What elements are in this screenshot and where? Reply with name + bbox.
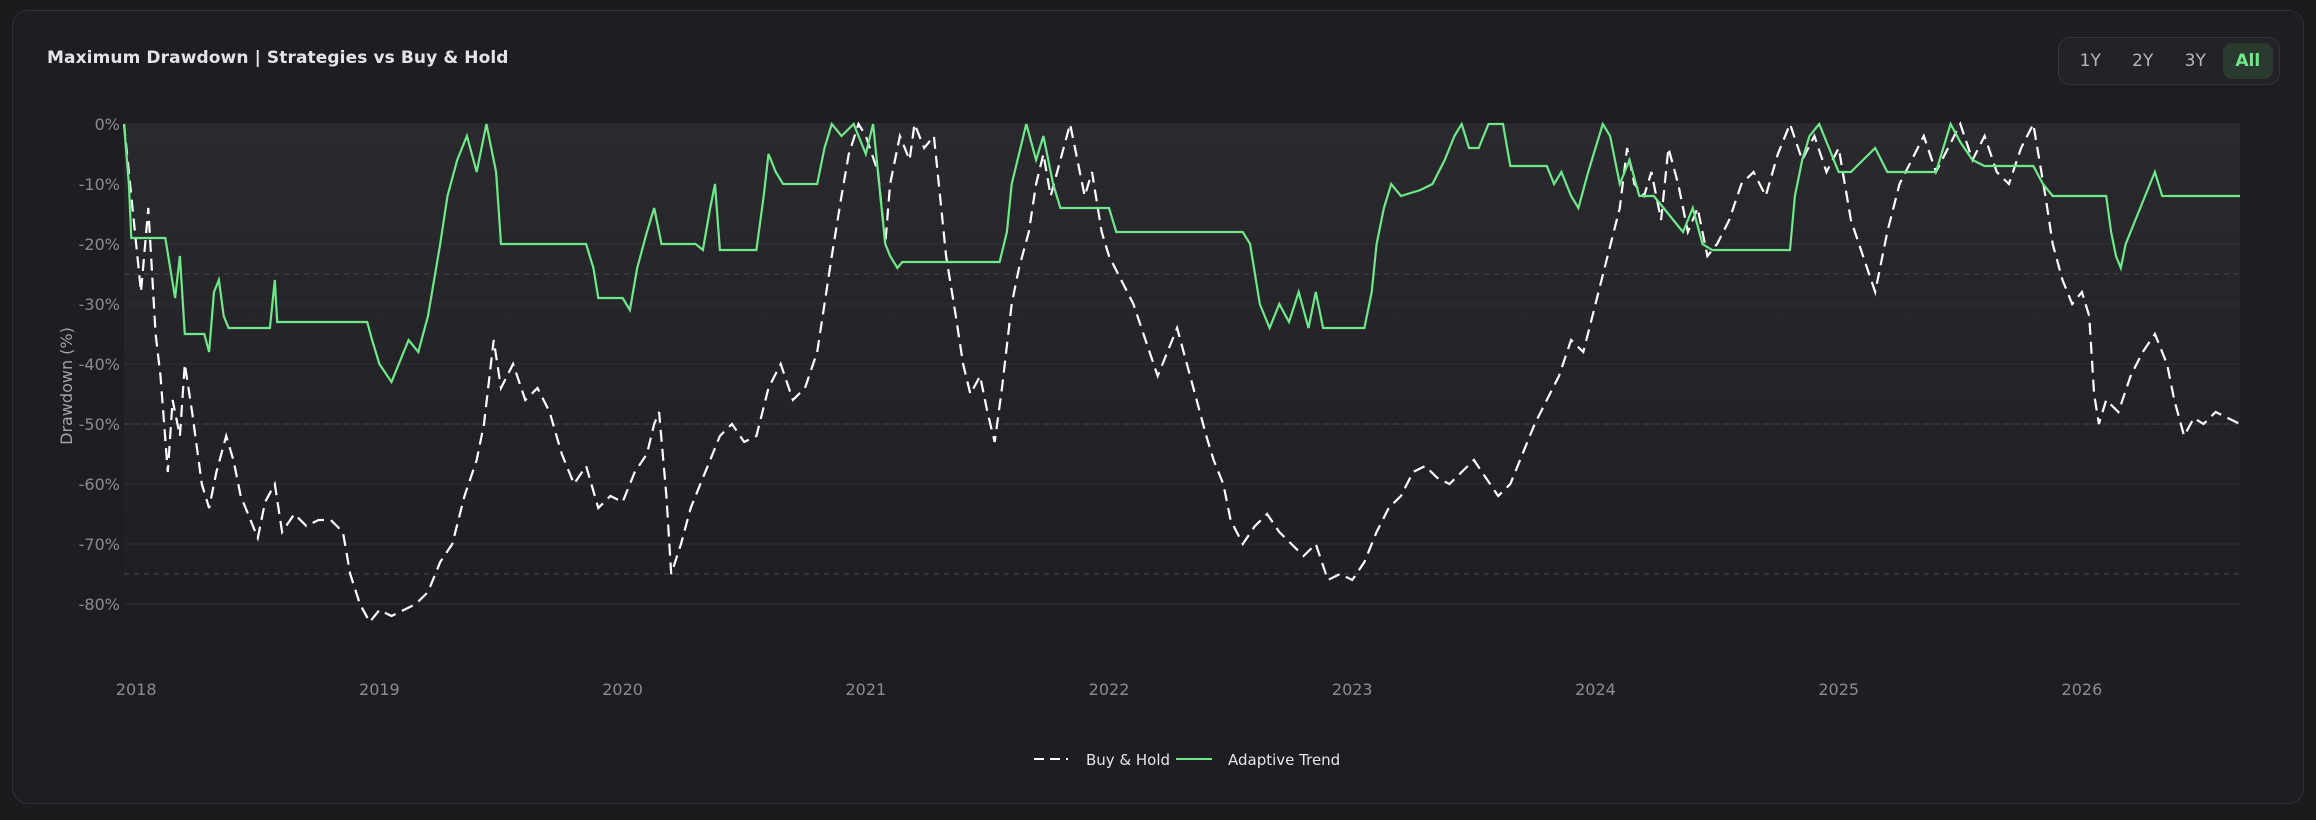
- x-tick-label: 2026: [2062, 680, 2103, 699]
- plot-area: [124, 124, 2240, 628]
- y-tick-label: -50%: [79, 415, 120, 434]
- range-selector: 1Y 2Y 3Y All: [2058, 37, 2280, 85]
- range-1y-button[interactable]: 1Y: [2065, 43, 2116, 79]
- y-tick-label: 0%: [95, 115, 120, 134]
- y-tick-label: -40%: [79, 355, 120, 374]
- x-tick-label: 2024: [1575, 680, 1616, 699]
- grid: [124, 123, 2240, 605]
- range-2y-button[interactable]: 2Y: [2118, 43, 2169, 79]
- legend-label-adaptive-trend: Adaptive Trend: [1228, 751, 1340, 769]
- y-tick-label: -20%: [79, 235, 120, 254]
- x-tick-label: 2022: [1089, 680, 1130, 699]
- legend-label-buy-hold: Buy & Hold: [1086, 751, 1170, 769]
- x-tick-label: 2020: [602, 680, 643, 699]
- x-tick-label: 2023: [1332, 680, 1373, 699]
- x-tick-label: 2021: [845, 680, 886, 699]
- x-axis-ticks: 2018 2019 2020 2021 2022 2023 2024 2025 2026: [116, 680, 2102, 699]
- y-tick-label: -80%: [79, 595, 120, 614]
- x-tick-label: 2019: [359, 680, 400, 699]
- y-axis-ticks: 0% -10% -20% -30% -40% -50% -60% -70% -80%: [79, 115, 120, 614]
- series-line-adaptive-trend: [122, 121, 2240, 385]
- series-line-buy-hold: [122, 119, 2241, 624]
- range-all-button[interactable]: All: [2222, 43, 2273, 79]
- y-tick-label: -30%: [79, 295, 120, 314]
- x-tick-label: 2018: [116, 680, 157, 699]
- x-tick-label: 2025: [1818, 680, 1859, 699]
- y-tick-label: -10%: [79, 175, 120, 194]
- reference-lines: [124, 273, 2240, 575]
- legend: Buy & Hold Adaptive Trend: [1034, 751, 1340, 769]
- range-3y-button[interactable]: 3Y: [2170, 43, 2221, 79]
- y-tick-label: -70%: [79, 535, 120, 554]
- chart-title: Maximum Drawdown | Strategies vs Buy & H…: [47, 48, 509, 68]
- y-tick-label: -60%: [79, 475, 120, 494]
- y-axis-label: Drawdown (%): [57, 327, 76, 445]
